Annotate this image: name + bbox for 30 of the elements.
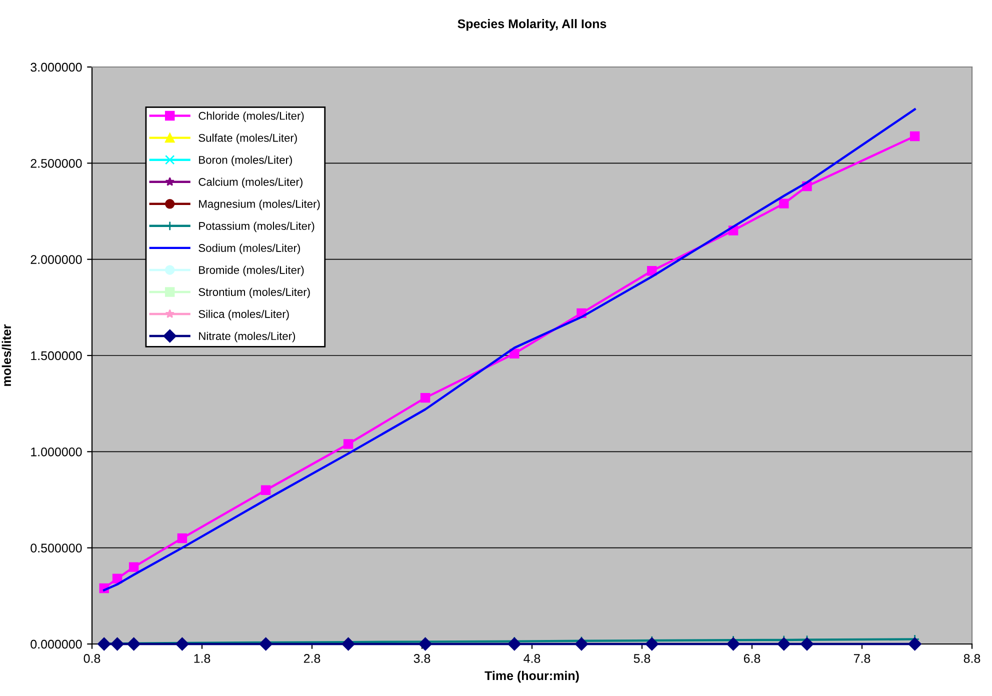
y-tick-label: 2.500000 — [30, 158, 82, 168]
y-tick-label: 0.000000 — [30, 640, 82, 649]
x-tick-label: 5.8 — [634, 654, 650, 663]
legend-label: Boron (moles/Liter) — [199, 156, 292, 166]
x-tick-label: 7.8 — [854, 654, 870, 663]
y-tick-label: 0.500000 — [30, 544, 82, 552]
legend-label: Sulfate (moles/Liter) — [198, 134, 297, 144]
y-tick-label: 1.000000 — [31, 447, 82, 456]
x-axis-title: Time (hour:min) — [484, 670, 579, 683]
x-tick-label: 3.8 — [414, 654, 430, 663]
legend-label: Sodium (moles/Liter) — [198, 244, 300, 254]
legend-label: Calcium (moles/Liter) — [198, 178, 302, 188]
x-tick-label: 2.8 — [304, 654, 320, 663]
x-tick-label: 8.8 — [964, 654, 980, 663]
chart-title: Species Molarity, All Ions — [458, 19, 606, 31]
x-tick-label: 1.8 — [194, 654, 210, 663]
legend-label: Silica (moles/Liter) — [198, 310, 289, 320]
legend-label: Strontium (moles/Liter) — [198, 288, 310, 298]
legend-label: Chloride (moles/Liter) — [198, 112, 304, 122]
y-tick-label: 2.000000 — [30, 255, 82, 264]
legend-label: Magnesium (moles/Liter) — [199, 200, 320, 210]
x-tick-label: 6.8 — [744, 654, 760, 663]
legend-label: Bromide (moles/Liter) — [199, 266, 304, 276]
legend-label: Nitrate (moles/Liter) — [199, 332, 296, 342]
y-axis-title: moles/liter — [2, 324, 12, 386]
x-tick-label: 4.8 — [524, 654, 540, 663]
x-tick-label: 0.8 — [84, 654, 100, 663]
y-tick-label: 1.500000 — [31, 351, 82, 360]
legend-label: Potassium (moles/Liter) — [199, 222, 314, 232]
y-tick-label: 3.000000 — [30, 62, 82, 72]
